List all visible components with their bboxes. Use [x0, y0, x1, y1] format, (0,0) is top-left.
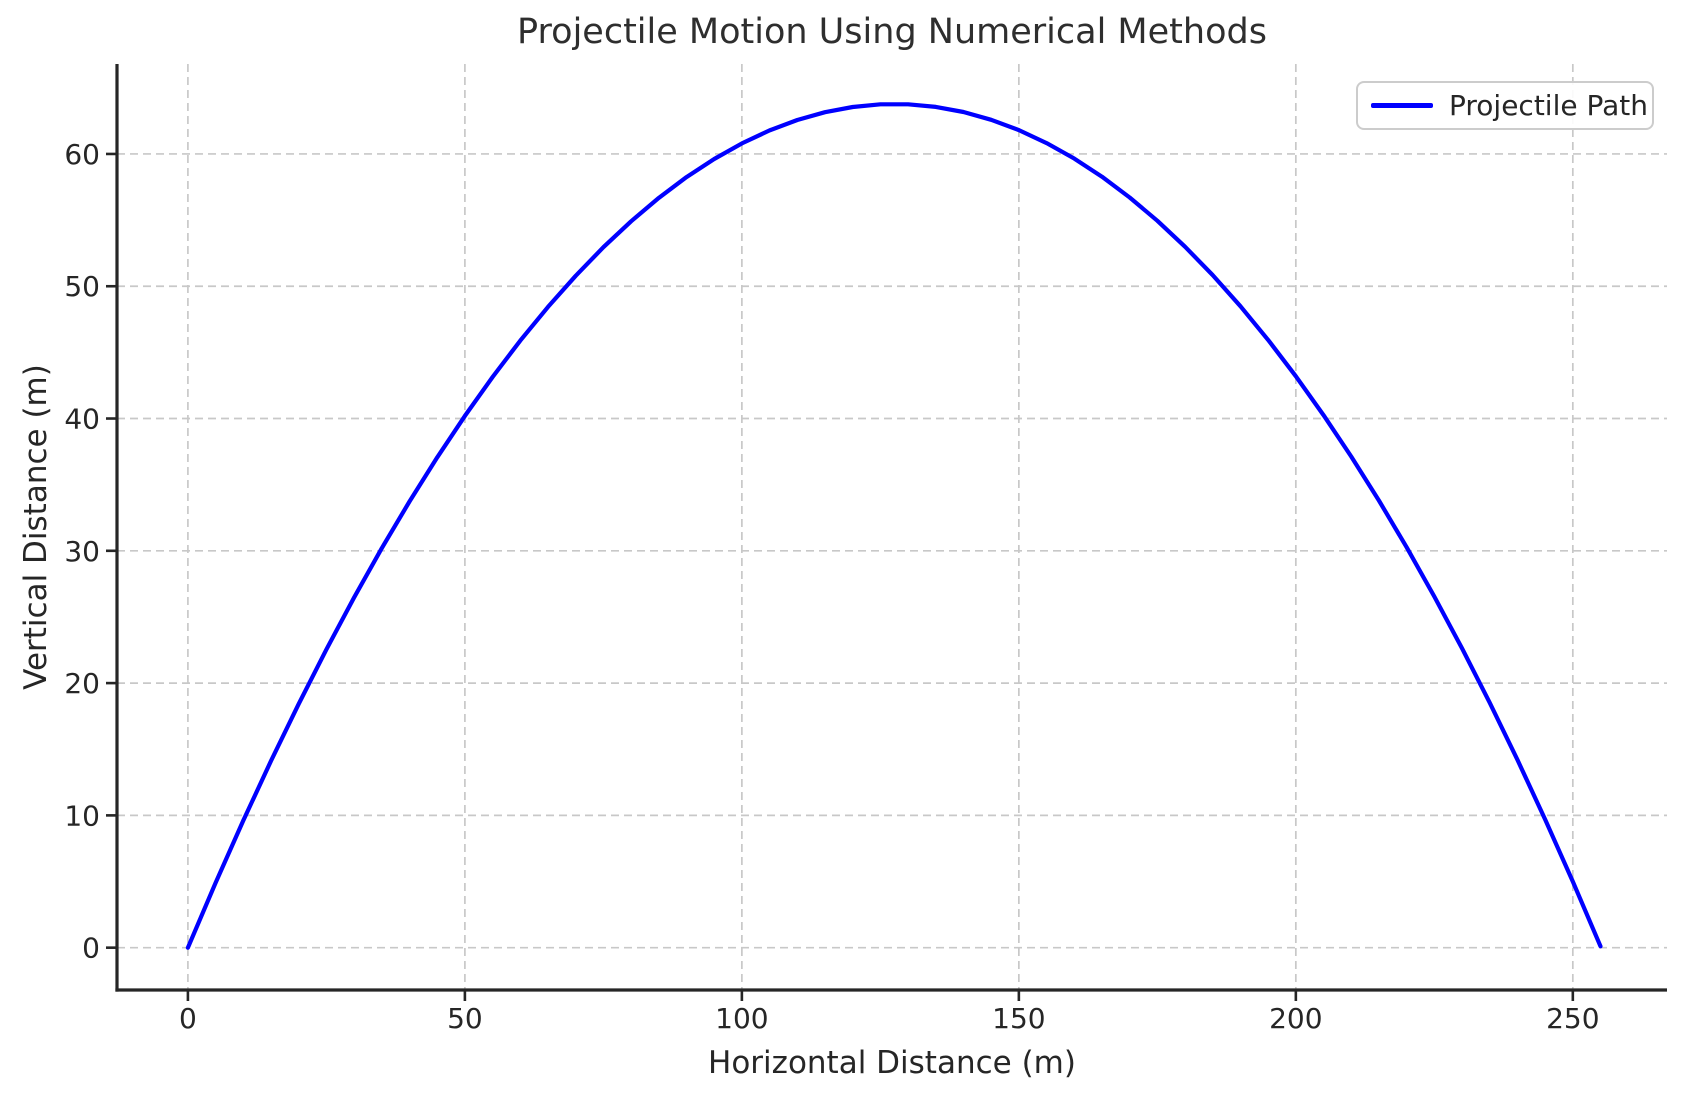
x-tick-label: 150	[992, 1002, 1045, 1035]
x-tick-label: 0	[179, 1002, 197, 1035]
y-tick-label: 10	[64, 799, 100, 832]
x-tick-label: 50	[447, 1002, 483, 1035]
y-tick-label: 20	[64, 667, 100, 700]
projectile-path-line	[185, 102, 1603, 950]
tick-label-layer: 0 50 100 150 200 250 0 10 20 30 40 50 60	[64, 138, 1599, 1035]
legend-label: Projectile Path	[1449, 89, 1648, 122]
legend: Projectile Path	[1356, 81, 1654, 130]
axis-layer	[106, 64, 1667, 1001]
y-tick-label: 0	[82, 932, 100, 965]
x-tick-label: 250	[1546, 1002, 1599, 1035]
x-tick-label: 100	[715, 1002, 768, 1035]
y-tick-label: 40	[64, 403, 100, 436]
series-projectile-path	[185, 102, 1603, 950]
y-axis-label: Vertical Distance (m)	[18, 364, 54, 690]
chart-title: Projectile Motion Using Numerical Method…	[517, 12, 1267, 52]
x-tick-label: 200	[1269, 1002, 1322, 1035]
x-axis-label: Horizontal Distance (m)	[708, 1045, 1076, 1081]
grid-layer	[117, 64, 1667, 990]
y-tick-label: 50	[64, 270, 100, 303]
legend-line-swatch	[1371, 103, 1433, 108]
y-tick-label: 30	[64, 535, 100, 568]
y-tick-label: 60	[64, 138, 100, 171]
